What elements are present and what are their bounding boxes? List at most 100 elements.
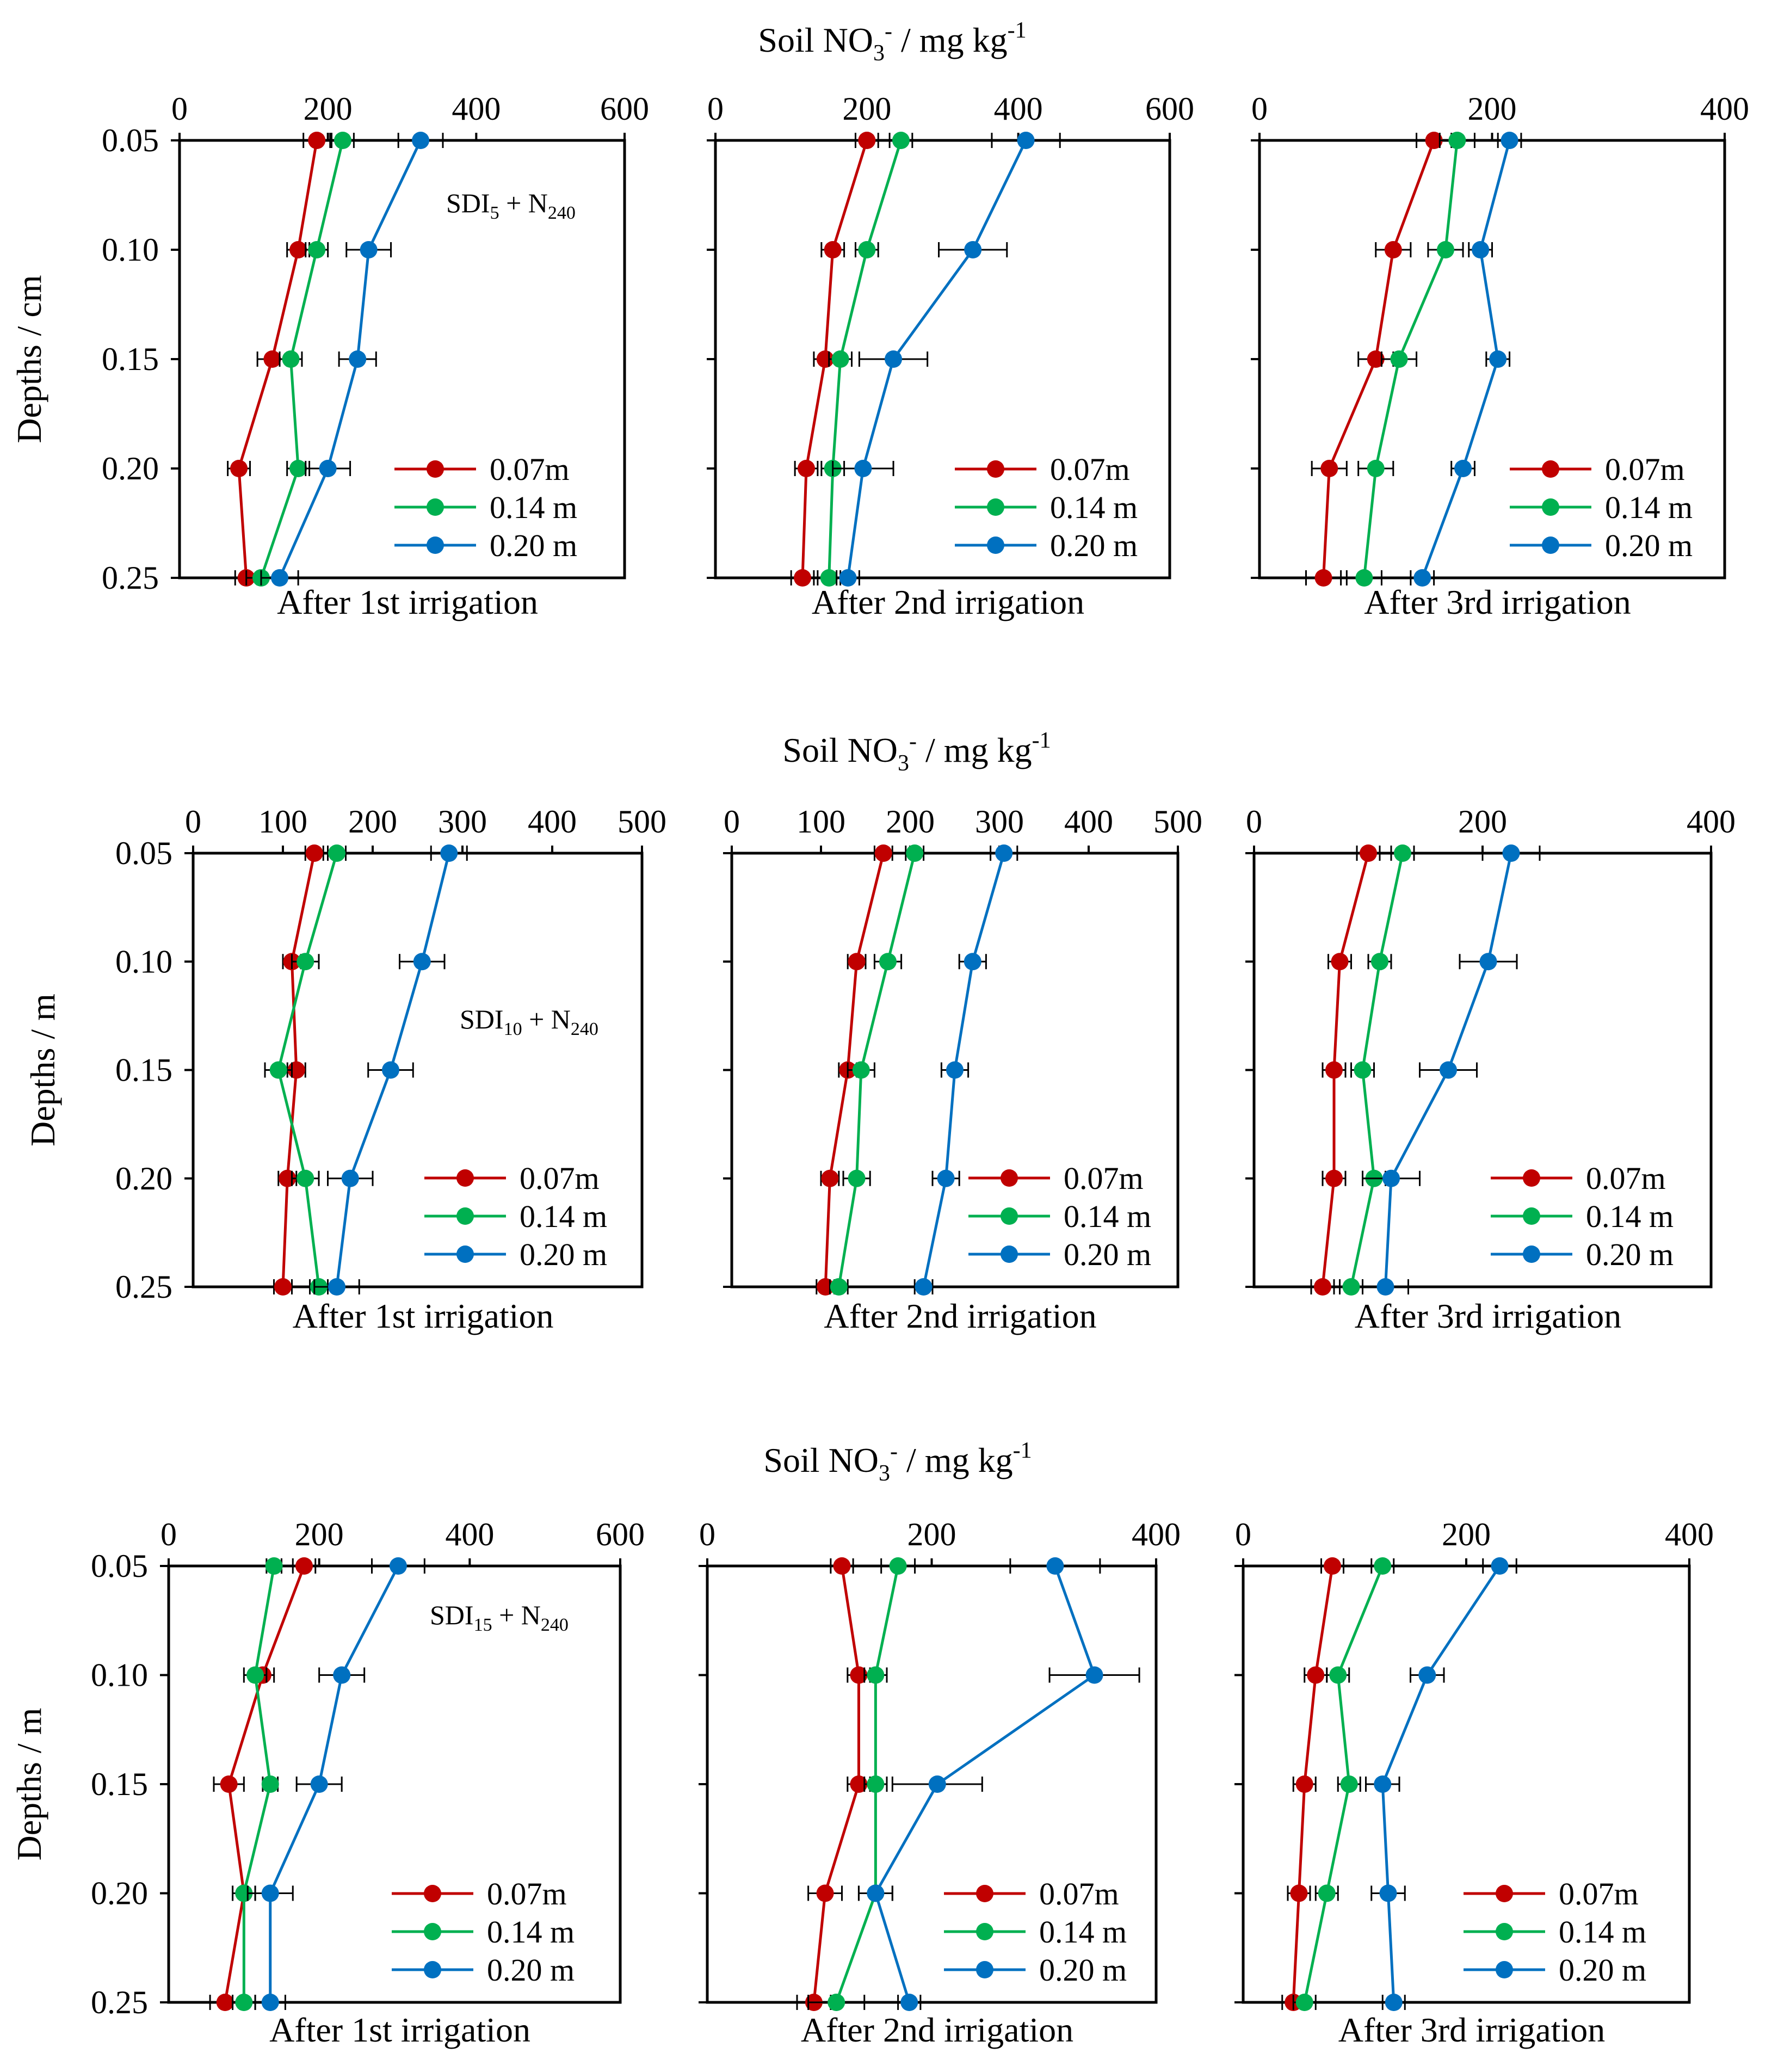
legend-label: 0.07m — [490, 452, 570, 487]
x-tick-label: 0 — [724, 804, 740, 840]
data-point — [830, 1278, 848, 1296]
data-point — [937, 1169, 955, 1187]
y-tick-label: 0.10 — [115, 943, 172, 979]
legend-label: 0.14 m — [1559, 1914, 1646, 1950]
legend-label: 0.14 m — [1586, 1199, 1674, 1234]
legend-marker — [456, 1245, 474, 1263]
data-point — [216, 1994, 234, 2011]
treatment-label: SDI5 + N240 — [446, 188, 576, 223]
legend-label: 0.07m — [487, 1876, 567, 1911]
legend-marker — [987, 460, 1004, 478]
legend-marker — [427, 460, 444, 478]
data-point — [1413, 569, 1431, 587]
x-tick-label: 400 — [528, 804, 577, 840]
y-axis-title: Depths / m — [10, 1708, 48, 1861]
panel-caption: After 3rd irrigation — [1338, 2011, 1606, 2049]
data-point — [319, 460, 337, 477]
y-tick-label: 0.20 — [115, 1161, 172, 1197]
data-point — [889, 1557, 907, 1575]
data-point — [1290, 1884, 1308, 1902]
panel-3-1: 0 200 400 600 0.05 0.10 0.15 0.20 0.25 After 1st … — [91, 1516, 645, 2049]
x-tick-label: 500 — [618, 804, 666, 840]
legend-label: 0.14 m — [487, 1914, 575, 1950]
data-point — [389, 1557, 407, 1575]
y-tick-label: 0.10 — [102, 232, 159, 268]
data-point — [349, 350, 367, 368]
data-point — [1374, 1775, 1392, 1793]
x-tick-label: 100 — [258, 804, 307, 840]
x-tick-label: 400 — [445, 1516, 494, 1552]
x-tick-label: 400 — [1700, 91, 1749, 127]
legend-marker — [424, 1885, 441, 1902]
data-point — [1367, 350, 1385, 368]
panel-2-2: 0 100 200 300 400 500 After 2nd irrigation 0.07… — [723, 804, 1202, 1335]
legend-marker — [456, 1169, 474, 1187]
legend-marker — [1496, 1885, 1513, 1902]
x-tick-label: 400 — [1665, 1516, 1714, 1552]
y-tick-label: 0.15 — [115, 1052, 172, 1088]
data-point — [798, 460, 815, 477]
data-point — [1454, 460, 1472, 477]
data-point — [892, 132, 910, 149]
data-point — [235, 1994, 253, 2011]
data-point — [824, 241, 842, 258]
data-point — [1501, 132, 1518, 149]
legend-label: 0.07m — [1050, 452, 1130, 487]
x-tick-label: 0 — [1251, 91, 1268, 127]
panel-caption: After 2nd irrigation — [824, 1297, 1096, 1335]
data-point — [412, 132, 430, 149]
data-point — [1437, 241, 1454, 258]
x-tick-label: 400 — [994, 91, 1043, 127]
data-point — [995, 844, 1013, 862]
data-point — [360, 241, 378, 258]
y-axis-title: Depths / m — [23, 994, 62, 1146]
data-point — [289, 241, 307, 258]
data-point — [297, 953, 314, 971]
series-line-0.20m — [1381, 1565, 1501, 2003]
data-point — [867, 1666, 885, 1684]
x-axis-title: Soil NO3- / mg kg-1 — [758, 18, 1026, 66]
data-point — [828, 1994, 845, 2011]
data-point — [1325, 1061, 1343, 1079]
data-point — [413, 953, 431, 971]
data-point — [265, 1557, 283, 1575]
panel-caption: After 1st irrigation — [293, 1297, 554, 1335]
data-point — [850, 1775, 868, 1793]
data-point — [1307, 1666, 1325, 1684]
x-tick-label: 0 — [171, 91, 188, 127]
legend-label: 0.20 m — [1050, 528, 1138, 563]
y-tick-label: 0.25 — [102, 560, 159, 596]
legend-marker — [976, 1961, 993, 1978]
legend-marker — [427, 498, 444, 516]
legend-label: 0.20 m — [520, 1237, 607, 1272]
data-point — [1489, 350, 1507, 368]
legend-label: 0.14 m — [1039, 1914, 1127, 1950]
data-point — [1382, 1169, 1400, 1187]
legend-label: 0.20 m — [1559, 1952, 1646, 1988]
legend-marker — [987, 536, 1004, 554]
data-point — [1472, 241, 1490, 258]
data-point — [334, 132, 351, 149]
data-point — [308, 132, 326, 149]
data-point — [1314, 569, 1332, 587]
data-point — [1320, 460, 1338, 477]
legend-label: 0.20 m — [487, 1952, 575, 1988]
data-point — [1371, 953, 1388, 971]
data-point — [867, 1775, 885, 1793]
data-point — [1479, 953, 1497, 971]
legend-marker — [456, 1207, 474, 1225]
data-point — [1318, 1884, 1336, 1902]
legend-marker — [976, 1923, 993, 1940]
data-point — [1360, 844, 1377, 862]
data-point — [848, 953, 866, 971]
data-point — [821, 1169, 839, 1187]
legend-marker — [1542, 536, 1559, 554]
data-point — [1017, 132, 1035, 149]
data-point — [1418, 1666, 1436, 1684]
data-point — [274, 1278, 292, 1296]
treatment-label: SDI15 + N240 — [430, 1600, 569, 1635]
y-tick-label: 0.25 — [115, 1269, 172, 1305]
data-point — [1331, 953, 1349, 971]
data-point — [1390, 350, 1408, 368]
